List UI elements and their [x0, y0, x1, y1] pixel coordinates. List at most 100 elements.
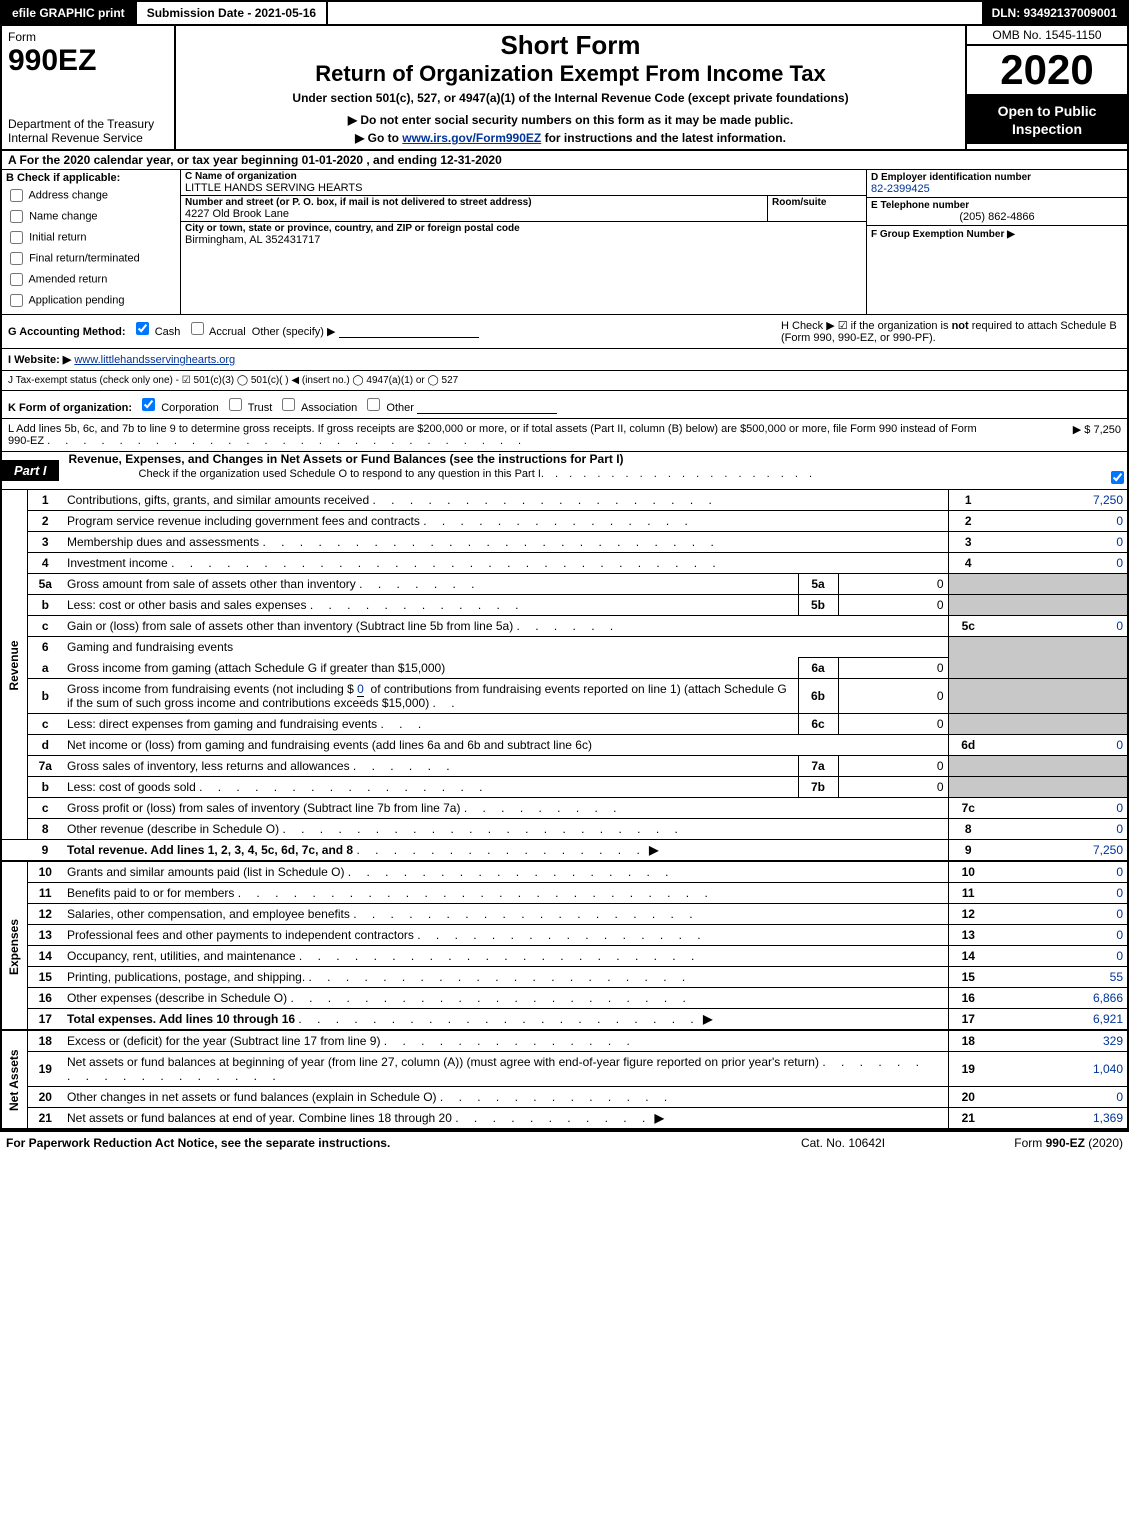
column-def: D Employer identification number 82-2399… [866, 170, 1127, 314]
submission-date-button[interactable]: Submission Date - 2021-05-16 [137, 2, 328, 24]
l14-rn: 14 [948, 946, 988, 967]
l6b-dots: . . [433, 696, 461, 710]
l17-rn: 17 [948, 1009, 988, 1031]
l7a-desc: Gross sales of inventory, less returns a… [67, 759, 350, 773]
l10-num: 10 [27, 862, 63, 883]
l6-num: 6 [27, 637, 63, 658]
under-section-text: Under section 501(c), 527, or 4947(a)(1)… [184, 91, 957, 105]
sched-o-dots: . . . . . . . . . . . . . . . . . . . . [541, 468, 1103, 487]
chk-initial-return[interactable] [10, 231, 23, 244]
l6c-grey-n [948, 714, 988, 735]
l9-rn: 9 [948, 840, 988, 862]
l1-dots: . . . . . . . . . . . . . . . . . . . [372, 493, 717, 507]
column-b: B Check if applicable: Address change Na… [2, 170, 181, 314]
lbl-name-change: Name change [29, 210, 98, 222]
l6b-sv: 0 [838, 679, 948, 714]
l5b-dots: . . . . . . . . . . . . [310, 598, 525, 612]
l-dots: . . . . . . . . . . . . . . . . . . . . … [47, 435, 527, 447]
omb-number: OMB No. 1545-1150 [967, 26, 1127, 46]
lbl-cash: Cash [155, 326, 181, 338]
part-1-title: Revenue, Expenses, and Changes in Net As… [59, 452, 1127, 466]
l16-rn: 16 [948, 988, 988, 1009]
l9-rv: 7,250 [988, 840, 1128, 862]
section-g-h: G Accounting Method: Cash Accrual Other … [0, 315, 1129, 349]
l10-rv: 0 [988, 862, 1128, 883]
chk-cash[interactable] [136, 322, 149, 335]
l7a-sv: 0 [838, 756, 948, 777]
l20-dots: . . . . . . . . . . . . . [440, 1090, 673, 1104]
l8-dots: . . . . . . . . . . . . . . . . . . . . … [282, 822, 683, 836]
l17-dots: . . . . . . . . . . . . . . . . . . . . … [298, 1012, 699, 1026]
line-20: 20 Other changes in net assets or fund b… [1, 1087, 1128, 1108]
k-label: K Form of organization: [8, 402, 132, 414]
footer-form-pre: Form [1014, 1136, 1045, 1150]
line-5b: b Less: cost or other basis and sales ex… [1, 595, 1128, 616]
l5c-dots: . . . . . . [517, 619, 620, 633]
l6d-rv: 0 [988, 735, 1128, 756]
irs-link[interactable]: www.irs.gov/Form990EZ [402, 131, 541, 145]
chk-name-change[interactable] [10, 210, 23, 223]
l18-rn: 18 [948, 1031, 988, 1052]
l-text: L Add lines 5b, 6c, and 7b to line 9 to … [8, 423, 1001, 447]
footer-catno: Cat. No. 10642I [763, 1136, 923, 1150]
section-g: G Accounting Method: Cash Accrual Other … [8, 319, 773, 344]
line-13: 13 Professional fees and other payments … [1, 925, 1128, 946]
section-f-group: F Group Exemption Number ▶ [867, 226, 1127, 242]
l5b-sv: 0 [838, 595, 948, 616]
line-6a: a Gross income from gaming (attach Sched… [1, 658, 1128, 679]
form-label: Form [8, 30, 168, 44]
line-6b: b Gross income from fundraising events (… [1, 679, 1128, 714]
chk-corp[interactable] [142, 398, 155, 411]
l3-rn: 3 [948, 532, 988, 553]
line-7b: b Less: cost of goods sold . . . . . . .… [1, 777, 1128, 798]
f-group-label: F Group Exemption Number ▶ [871, 229, 1015, 240]
l5c-desc: Gain or (loss) from sale of assets other… [67, 619, 513, 633]
chk-assoc[interactable] [282, 398, 295, 411]
l6c-grey-v [988, 714, 1128, 735]
l17-num: 17 [27, 1009, 63, 1031]
g-label: G Accounting Method: [8, 326, 126, 338]
chk-other-form[interactable] [367, 398, 380, 411]
line-12: 12 Salaries, other compensation, and emp… [1, 904, 1128, 925]
section-b-block: B Check if applicable: Address change Na… [0, 170, 1129, 315]
part-1-header: Part I Revenue, Expenses, and Changes in… [0, 452, 1129, 490]
l5a-grey-n [948, 574, 988, 595]
l5a-grey-v [988, 574, 1128, 595]
form-header: Form 990EZ Department of the Treasury In… [0, 26, 1129, 151]
l21-rn: 21 [948, 1108, 988, 1130]
l7b-dots: . . . . . . . . . . . . . . . . [199, 780, 488, 794]
footer-form-bold: 990-EZ [1046, 1136, 1085, 1150]
l7b-num: b [27, 777, 63, 798]
l6a-sn: 6a [798, 658, 838, 679]
header-left: Form 990EZ Department of the Treasury In… [2, 26, 176, 149]
d-ein-label: D Employer identification number [871, 172, 1123, 183]
chk-trust[interactable] [229, 398, 242, 411]
l6c-desc: Less: direct expenses from gaming and fu… [67, 717, 377, 731]
do-not-enter-text: ▶ Do not enter social security numbers o… [184, 113, 957, 127]
l4-rv: 0 [988, 553, 1128, 574]
lbl-amended: Amended return [28, 273, 107, 285]
short-form-title: Short Form [184, 30, 957, 61]
other-specify-field[interactable] [339, 325, 479, 338]
l4-num: 4 [27, 553, 63, 574]
chk-final-return[interactable] [10, 252, 23, 265]
l7a-sn: 7a [798, 756, 838, 777]
chk-app-pending[interactable] [10, 294, 23, 307]
chk-schedule-o[interactable] [1111, 471, 1124, 484]
l1-rv: 7,250 [988, 490, 1128, 511]
l20-rv: 0 [988, 1087, 1128, 1108]
efile-print-button[interactable]: efile GRAPHIC print [2, 2, 137, 24]
chk-amended[interactable] [10, 273, 23, 286]
lbl-initial-return: Initial return [29, 231, 86, 243]
website-link[interactable]: www.littlehandsservinghearts.org [74, 354, 235, 366]
l8-desc: Other revenue (describe in Schedule O) [67, 822, 279, 836]
l20-num: 20 [27, 1087, 63, 1108]
chk-accrual[interactable] [191, 322, 204, 335]
l3-dots: . . . . . . . . . . . . . . . . . . . . … [262, 535, 719, 549]
lbl-address-change: Address change [28, 189, 108, 201]
l20-rn: 20 [948, 1087, 988, 1108]
other-form-field[interactable] [417, 401, 557, 414]
chk-address-change[interactable] [10, 189, 23, 202]
l19-rn: 19 [948, 1052, 988, 1087]
lbl-other-form: Other [386, 402, 414, 414]
